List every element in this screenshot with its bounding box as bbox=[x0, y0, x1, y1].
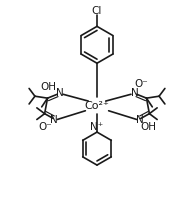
Text: O⁻: O⁻ bbox=[135, 79, 148, 89]
Text: OH: OH bbox=[41, 82, 56, 91]
Text: OH: OH bbox=[140, 122, 156, 132]
Text: N: N bbox=[50, 115, 58, 125]
Text: Cl: Cl bbox=[92, 6, 102, 16]
Text: N⁺: N⁺ bbox=[90, 122, 104, 132]
Text: N: N bbox=[131, 88, 138, 98]
Text: N: N bbox=[136, 115, 144, 125]
Text: Co²⁺: Co²⁺ bbox=[85, 101, 109, 111]
Text: O⁻: O⁻ bbox=[39, 122, 52, 132]
Text: N: N bbox=[56, 88, 63, 98]
